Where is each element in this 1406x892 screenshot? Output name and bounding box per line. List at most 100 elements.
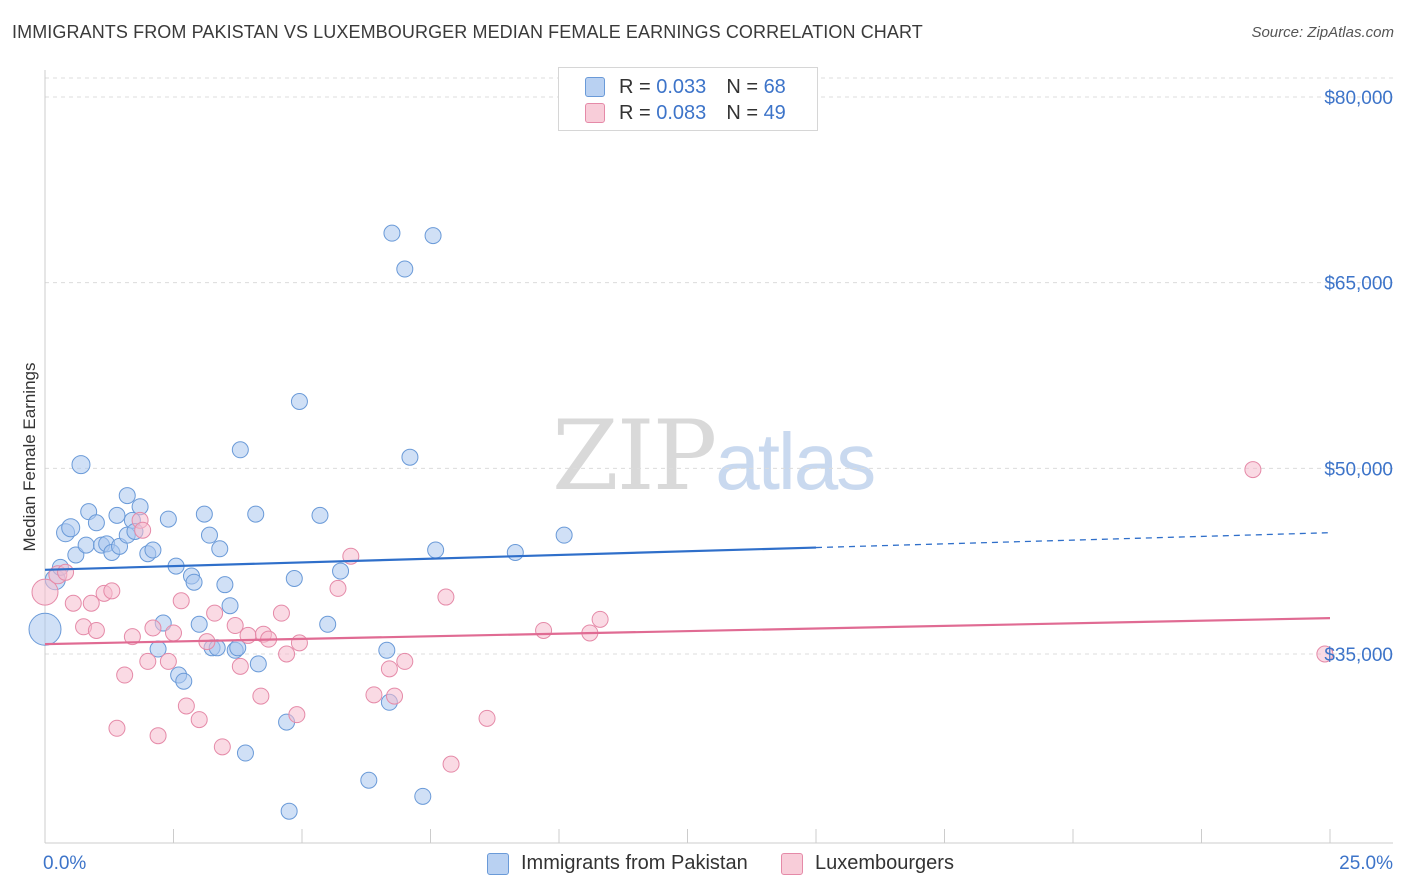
x-tick-label-min: 0.0% [43, 853, 86, 874]
watermark: ZIPatlas [552, 400, 876, 512]
series-swatch-pink [781, 852, 803, 875]
x-tick-label-max: 25.0% [1339, 853, 1393, 874]
grid-lines [45, 77, 1393, 655]
point-luxembourger [144, 619, 162, 637]
point-pakistan [67, 546, 85, 564]
y-axis-label: Median Female Earnings [20, 362, 39, 552]
point-pakistan [290, 392, 308, 410]
point-luxembourger [116, 666, 134, 684]
legend-swatch-blue [585, 77, 605, 97]
point-pakistan [332, 562, 350, 580]
y-tick-label: $80,000 [1324, 88, 1393, 109]
point-pakistan [195, 505, 213, 523]
point-pakistan [247, 505, 265, 523]
point-luxembourger [103, 582, 121, 600]
legend-row-pakistan: R = 0.033 N = 68 [585, 75, 786, 99]
point-pakistan [383, 224, 401, 242]
legend-r-value: 0.033 [656, 75, 707, 98]
point-luxembourger [87, 621, 105, 639]
point-pakistan [185, 573, 203, 591]
point-pakistan [360, 771, 378, 789]
point-pakistan [311, 506, 329, 524]
point-pakistan [280, 802, 298, 820]
point-pakistan [87, 514, 105, 532]
series-legend-pakistan[interactable]: Immigrants from Pakistan [487, 852, 748, 875]
point-luxembourger [190, 711, 208, 729]
axes [44, 70, 1393, 844]
point-pakistan [231, 441, 249, 459]
series-name-luxembourgers: Luxembourgers [815, 852, 954, 874]
data-points [28, 224, 1334, 820]
y-tick-label: $35,000 [1324, 645, 1393, 666]
legend-r-label: R = [619, 101, 657, 124]
point-luxembourger [365, 686, 383, 704]
point-luxembourger [108, 719, 126, 737]
point-luxembourger [437, 588, 455, 606]
point-luxembourger [159, 652, 177, 670]
point-luxembourger [172, 592, 190, 610]
point-luxembourger [329, 579, 347, 597]
point-pakistan [221, 597, 239, 615]
legend-row-luxembourgers: R = 0.083 N = 49 [585, 101, 786, 125]
point-luxembourger [123, 628, 141, 646]
point-luxembourger [82, 594, 100, 612]
watermark-atlas: atlas [715, 417, 876, 506]
point-pakistan [236, 744, 254, 762]
point-luxembourger [165, 624, 182, 642]
point-luxembourger [149, 727, 167, 745]
series-legend-luxembourgers[interactable]: Luxembourgers [781, 852, 954, 875]
y-tick-label: $65,000 [1324, 274, 1393, 295]
point-luxembourger [380, 660, 398, 678]
legend-n-value: 49 [763, 101, 786, 124]
point-luxembourger [396, 652, 414, 670]
point-luxembourger [213, 738, 231, 756]
legend-n-value: 68 [763, 75, 786, 98]
legend-n-label: N = [726, 101, 764, 124]
correlation-legend: R = 0.033 N = 68 R = 0.083 N = 49 [558, 67, 818, 131]
point-pakistan [378, 641, 396, 659]
point-pakistan [144, 541, 162, 559]
point-pakistan [118, 487, 136, 505]
source-label: Source: ZipAtlas.com [1251, 24, 1394, 41]
trend-line-pakistan [44, 546, 817, 571]
point-luxembourger [177, 697, 195, 715]
point-luxembourger [535, 621, 553, 639]
legend-swatch-pink [585, 103, 605, 123]
point-luxembourger [478, 709, 496, 727]
point-pakistan [190, 615, 208, 633]
point-luxembourger [57, 563, 75, 581]
trend-lines [44, 532, 1331, 646]
point-pakistan [427, 541, 445, 559]
point-luxembourger [231, 657, 249, 675]
series-legend: Immigrants from Pakistan Luxembourgers [0, 852, 1406, 878]
legend-r-value: 0.083 [656, 101, 707, 124]
point-pakistan [285, 569, 303, 587]
series-swatch-blue [487, 852, 509, 875]
point-luxembourger [252, 687, 270, 705]
point-luxembourger [134, 521, 152, 539]
point-pakistan [506, 544, 524, 562]
legend-n-label: N = [726, 75, 764, 98]
point-luxembourger [288, 706, 306, 724]
point-pakistan [77, 536, 95, 554]
point-pakistan [216, 576, 234, 594]
point-luxembourger [1316, 645, 1334, 663]
legend-r-label: R = [619, 75, 657, 98]
point-luxembourger [386, 687, 404, 705]
point-pakistan [211, 540, 229, 558]
point-pakistan [108, 506, 126, 524]
point-luxembourger [64, 594, 82, 612]
point-pakistan [159, 510, 177, 528]
watermark-zip: ZIP [552, 400, 717, 512]
point-pakistan [249, 655, 267, 673]
point-pakistan [319, 615, 337, 633]
point-pakistan [396, 260, 414, 278]
point-luxembourger [139, 652, 157, 670]
point-pakistan [200, 526, 218, 544]
point-pakistan [175, 672, 193, 690]
point-luxembourger [290, 634, 308, 652]
point-luxembourger [226, 617, 244, 635]
point-pakistan [555, 526, 573, 544]
point-pakistan [401, 448, 419, 466]
